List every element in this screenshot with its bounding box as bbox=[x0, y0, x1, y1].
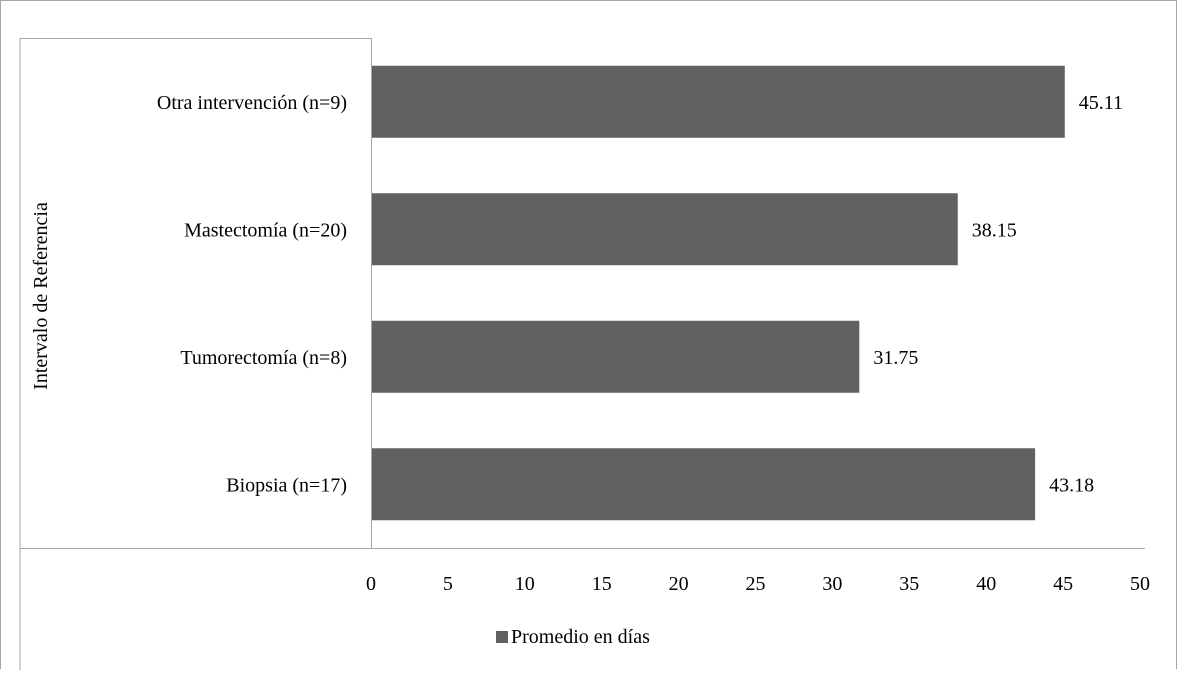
bar-value-label: 31.75 bbox=[873, 347, 918, 369]
category-label: Biopsia (n=17) bbox=[226, 474, 347, 496]
x-tick-label: 40 bbox=[976, 573, 996, 595]
x-tick-labels: 0 5 10 15 20 25 30 35 40 45 50 bbox=[366, 573, 1150, 595]
x-tick-label: 25 bbox=[746, 573, 766, 595]
x-tick-label: 45 bbox=[1053, 573, 1073, 595]
bar bbox=[372, 320, 860, 393]
bar-value-label: 45.11 bbox=[1079, 92, 1123, 114]
y-axis-title: Intervalo de Referencia bbox=[30, 202, 52, 390]
x-tick-label: 35 bbox=[899, 573, 919, 595]
category-label: Otra intervención (n=9) bbox=[157, 92, 347, 114]
legend: Promedio en días bbox=[496, 626, 650, 648]
x-tick-label: 0 bbox=[366, 573, 376, 595]
bar-value-label: 43.18 bbox=[1049, 474, 1094, 496]
category-label-box bbox=[19, 38, 372, 670]
x-tick-label: 5 bbox=[443, 573, 453, 595]
x-tick-label: 15 bbox=[592, 573, 612, 595]
bar bbox=[372, 193, 958, 266]
legend-swatch bbox=[496, 631, 508, 643]
bar bbox=[372, 448, 1036, 521]
bars-group bbox=[372, 65, 1065, 521]
category-label: Mastectomía (n=20) bbox=[184, 219, 347, 241]
legend-label: Promedio en días bbox=[511, 626, 650, 648]
x-tick-label: 20 bbox=[669, 573, 689, 595]
category-labels: Otra intervención (n=9) Mastectomía (n=20… bbox=[157, 92, 347, 497]
x-tick-label: 10 bbox=[515, 573, 535, 595]
x-tick-label: 30 bbox=[822, 573, 842, 595]
category-label: Tumorectomía (n=8) bbox=[180, 347, 347, 369]
bar bbox=[372, 65, 1065, 138]
bar-value-label: 38.15 bbox=[972, 219, 1017, 241]
bar-value-labels: 45.11 38.15 31.75 43.18 bbox=[873, 92, 1123, 497]
x-tick-label: 50 bbox=[1130, 573, 1150, 595]
